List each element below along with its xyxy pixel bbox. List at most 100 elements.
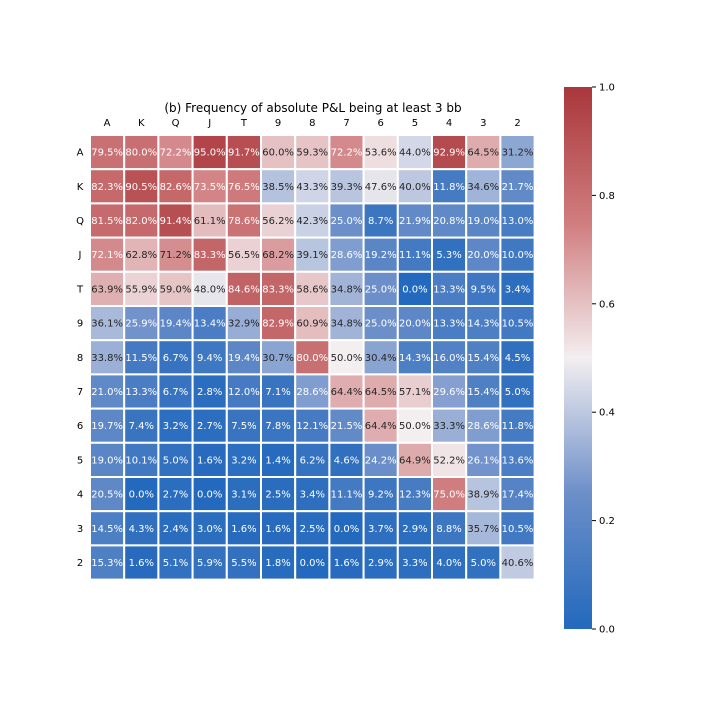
- cell-value-label: 59.3%: [296, 148, 328, 159]
- heatmap-cell: [465, 305, 502, 342]
- cell-value-label: 19.4%: [228, 353, 260, 364]
- cell-value-label: 7.5%: [231, 421, 256, 432]
- cell-value-label: 64.5%: [467, 148, 499, 159]
- heatmap-cell: [260, 134, 297, 171]
- cell-value-label: 3.2%: [231, 455, 256, 466]
- heatmap-cell: [362, 236, 399, 273]
- cell-value-label: 13.6%: [502, 455, 534, 466]
- cell-value-label: 3.7%: [368, 524, 393, 535]
- cell-value-label: 91.4%: [160, 216, 192, 227]
- cell-value-label: 39.3%: [331, 182, 363, 193]
- cell-value-label: 34.6%: [467, 182, 499, 193]
- cell-value-label: 11.8%: [433, 182, 465, 193]
- cell-value-label: 11.1%: [399, 250, 431, 261]
- cell-value-label: 3.3%: [402, 558, 427, 569]
- heatmap-cell: [499, 339, 536, 376]
- cell-value-label: 24.2%: [365, 455, 397, 466]
- x-tick-label: 4: [446, 118, 452, 129]
- heatmap-cell: [499, 441, 536, 478]
- heatmap-cell: [225, 270, 263, 307]
- x-tick-label: 7: [343, 118, 349, 129]
- heatmap-cell: [157, 236, 194, 273]
- cell-value-label: 44.0%: [399, 148, 431, 159]
- heatmap-cell: [123, 544, 160, 581]
- cell-value-label: 4.3%: [129, 524, 154, 535]
- heatmap-cell: [499, 202, 536, 239]
- cell-value-label: 31.2%: [502, 148, 534, 159]
- cell-value-label: 33.8%: [91, 353, 123, 364]
- cell-value-label: 34.8%: [331, 319, 363, 330]
- cell-value-label: 2.9%: [402, 524, 427, 535]
- colorbar-tick-label: 0.4: [599, 408, 615, 419]
- cell-value-label: 0.0%: [402, 284, 427, 295]
- cell-value-label: 5.3%: [436, 250, 461, 261]
- heatmap-cell: [499, 236, 536, 273]
- cell-value-label: 61.1%: [194, 216, 226, 227]
- cell-value-label: 12.3%: [399, 490, 431, 501]
- colorbar-tick-label: 0.0: [599, 625, 615, 636]
- cell-value-label: 14.3%: [399, 353, 431, 364]
- cell-value-label: 78.6%: [228, 216, 260, 227]
- cell-value-label: 64.4%: [331, 387, 363, 398]
- cell-value-label: 43.3%: [296, 182, 328, 193]
- cell-value-label: 30.7%: [262, 353, 294, 364]
- heatmap-cell: [191, 270, 228, 307]
- cell-value-label: 42.3%: [296, 216, 328, 227]
- cell-value-label: 52.2%: [433, 455, 465, 466]
- cell-value-label: 2.7%: [197, 421, 222, 432]
- cell-value-label: 82.0%: [125, 216, 157, 227]
- cell-value-label: 57.1%: [399, 387, 431, 398]
- cell-value-label: 2.7%: [163, 490, 188, 501]
- cell-value-label: 25.0%: [331, 216, 363, 227]
- cell-value-label: 19.7%: [91, 421, 123, 432]
- x-tick-label: 9: [275, 118, 281, 129]
- heatmap-cell: [157, 407, 194, 444]
- heatmap-cell: [260, 305, 297, 342]
- heatmap-cell: [396, 168, 433, 205]
- cell-value-label: 11.1%: [331, 490, 363, 501]
- heatmap-cell: [260, 270, 297, 307]
- y-tick-label: 4: [77, 490, 83, 501]
- cell-value-label: 10.1%: [125, 455, 157, 466]
- y-tick-label: 5: [77, 455, 83, 466]
- cell-value-label: 72.2%: [160, 148, 192, 159]
- heatmap-cell: [123, 236, 160, 273]
- heatmap-cell: [191, 441, 228, 478]
- cell-value-label: 55.9%: [125, 284, 157, 295]
- heatmap-cell: [89, 134, 126, 171]
- cell-value-label: 6.2%: [300, 455, 325, 466]
- cell-value-label: 4.0%: [436, 558, 461, 569]
- cell-value-label: 71.2%: [160, 250, 192, 261]
- cell-value-label: 75.0%: [433, 490, 465, 501]
- cell-value-label: 19.2%: [365, 250, 397, 261]
- cell-value-label: 40.0%: [399, 182, 431, 193]
- cell-value-label: 60.0%: [262, 148, 294, 159]
- heatmap-cell: [362, 305, 399, 342]
- x-tick-label: Q: [172, 118, 180, 129]
- heatmap-cell: [328, 544, 365, 581]
- heatmap-cell: [260, 441, 297, 478]
- cell-value-label: 33.3%: [433, 421, 465, 432]
- heatmap-cell: [396, 544, 433, 581]
- x-tick-label: 8: [309, 118, 315, 129]
- cell-value-label: 92.9%: [433, 148, 465, 159]
- cell-value-label: 19.4%: [160, 319, 192, 330]
- cell-value-label: 64.4%: [365, 421, 397, 432]
- heatmap-cell: [191, 510, 228, 547]
- colorbar-tick-label: 1.0: [599, 83, 615, 94]
- cell-value-label: 50.0%: [331, 353, 363, 364]
- cell-value-label: 5.0%: [163, 455, 188, 466]
- x-tick-label: T: [240, 118, 248, 129]
- cell-value-label: 73.5%: [194, 182, 226, 193]
- cell-value-label: 39.1%: [296, 250, 328, 261]
- colorbar-ticks: 0.0 0.2 0.4 0.6 0.8 1.0: [592, 83, 615, 636]
- cell-value-label: 64.5%: [365, 387, 397, 398]
- y-tick-label: 6: [77, 421, 83, 432]
- cell-value-label: 13.3%: [433, 319, 465, 330]
- heatmap-cell: [191, 168, 228, 205]
- cell-value-label: 82.3%: [91, 182, 123, 193]
- cell-value-label: 14.5%: [91, 524, 123, 535]
- heatmap-cell: [260, 339, 297, 376]
- cell-value-label: 15.4%: [467, 353, 499, 364]
- cell-value-label: 8.8%: [436, 524, 461, 535]
